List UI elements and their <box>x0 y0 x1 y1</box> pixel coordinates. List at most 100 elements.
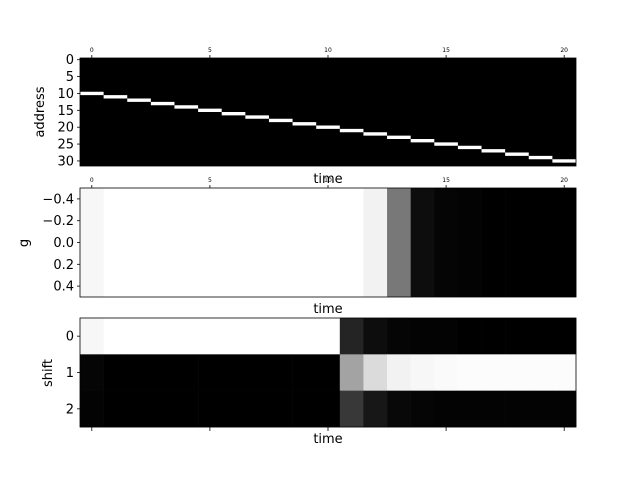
address-cell <box>481 149 506 153</box>
shift-cell <box>528 318 553 355</box>
g-cell <box>481 188 506 297</box>
g-cell <box>339 188 364 297</box>
address-cell <box>339 128 364 133</box>
x-tick-label: 0 <box>90 177 94 184</box>
shift-cell <box>127 390 152 428</box>
shift-cell <box>103 390 128 428</box>
g-cell <box>505 188 530 297</box>
y-tick-label: 1 <box>66 366 74 381</box>
g-heatmap-cells <box>80 188 577 297</box>
x-tick-label: 10 <box>324 177 332 184</box>
g-cell <box>245 188 270 297</box>
address-cell <box>505 152 529 156</box>
shift-cell <box>505 354 530 391</box>
shift-cell <box>410 354 435 391</box>
shift-cell <box>245 318 270 355</box>
shift-cell <box>505 318 530 355</box>
address-x-axis-label: time <box>313 172 342 187</box>
shift-cell <box>245 354 270 391</box>
x-tick-label: 5 <box>208 177 212 184</box>
shift-cell <box>481 354 506 391</box>
shift-cell <box>316 390 341 428</box>
y-tick-label: 15 <box>57 104 74 119</box>
shift-cell <box>410 318 435 355</box>
address-cell <box>410 139 435 143</box>
address-cell <box>552 159 576 163</box>
shift-cell <box>387 390 411 428</box>
panel-shift: 0 1 2 shift time <box>41 317 577 447</box>
y-tick-label: 0.0 <box>53 236 74 251</box>
shift-cell <box>552 390 577 428</box>
g-cell <box>198 188 223 297</box>
shift-cell <box>339 390 364 428</box>
shift-cell <box>481 390 506 428</box>
shift-cell <box>174 390 199 428</box>
address-cell <box>363 132 388 136</box>
shift-cell <box>268 318 293 355</box>
shift-cell <box>198 390 223 428</box>
shift-cell <box>198 318 223 355</box>
shift-cell <box>552 318 577 355</box>
shift-cell <box>80 318 104 355</box>
y-tick-label: 0 <box>66 330 74 345</box>
address-cell <box>292 122 317 126</box>
shift-cell <box>292 354 317 391</box>
shift-cell <box>174 354 199 391</box>
shift-cell <box>316 318 341 355</box>
y-tick-label: 0.4 <box>53 280 74 295</box>
shift-cell <box>268 390 293 428</box>
x-tick-label: 5 <box>208 47 212 54</box>
shift-cell <box>127 354 152 391</box>
g-cell <box>387 188 411 297</box>
y-tick-label: 0 <box>66 53 74 68</box>
address-cell <box>387 135 411 139</box>
shift-cell <box>434 390 459 428</box>
address-cell <box>127 98 151 102</box>
shift-cell <box>198 354 223 391</box>
shift-cell <box>410 390 435 428</box>
shift-cell <box>387 318 411 355</box>
y-tick-label: 10 <box>57 87 74 102</box>
x-tick-label: 15 <box>442 47 450 54</box>
shift-cell <box>268 354 293 391</box>
g-cell <box>150 188 175 297</box>
shift-cell <box>174 318 199 355</box>
shift-cell <box>292 318 317 355</box>
shift-cell <box>127 318 152 355</box>
shift-cell <box>150 390 175 428</box>
shift-cell <box>528 354 553 391</box>
shift-cell <box>457 390 482 428</box>
address-cell <box>245 115 269 119</box>
shift-cell <box>339 318 364 355</box>
shift-cell <box>363 318 388 355</box>
shift-cell <box>363 354 388 391</box>
g-cell <box>103 188 128 297</box>
shift-cell <box>457 354 482 391</box>
address-cell <box>103 95 128 99</box>
x-tick-label: 0 <box>90 47 94 54</box>
shift-cell <box>221 390 246 428</box>
shift-y-axis-label: shift <box>41 359 56 387</box>
g-cell <box>174 188 199 297</box>
address-cell <box>198 108 222 112</box>
y-tick-label: 30 <box>57 154 74 169</box>
address-x-ticks: 0 5 10 15 20 <box>90 47 568 58</box>
g-cell <box>80 188 104 297</box>
shift-cell <box>292 390 317 428</box>
shift-y-ticks: 0 1 2 <box>66 330 80 417</box>
g-cell <box>221 188 246 297</box>
shift-cell <box>552 354 577 391</box>
shift-cell <box>80 354 104 391</box>
shift-cell <box>528 390 553 428</box>
y-tick-label: −0.2 <box>42 214 74 229</box>
shift-cell <box>387 354 411 391</box>
g-y-ticks: −0.4 −0.2 0.0 0.2 0.4 <box>42 192 80 295</box>
shift-cell <box>481 318 506 355</box>
shift-cell <box>103 354 128 391</box>
g-cell <box>268 188 293 297</box>
g-cell <box>363 188 388 297</box>
g-cell <box>552 188 577 297</box>
